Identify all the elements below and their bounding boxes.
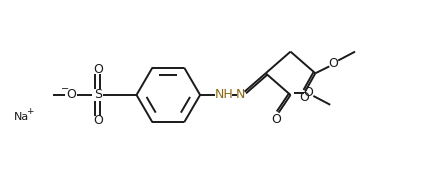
Text: +: + (27, 107, 34, 116)
Text: Na: Na (14, 112, 29, 122)
Text: NH: NH (215, 89, 233, 101)
Text: −: − (61, 84, 69, 94)
Text: O: O (299, 91, 309, 104)
Text: O: O (304, 86, 313, 100)
Text: O: O (328, 57, 338, 70)
Text: O: O (66, 89, 76, 101)
Text: O: O (93, 114, 103, 127)
Text: S: S (94, 89, 102, 101)
Text: O: O (93, 63, 103, 76)
Text: N: N (236, 89, 246, 101)
Text: O: O (272, 113, 282, 126)
